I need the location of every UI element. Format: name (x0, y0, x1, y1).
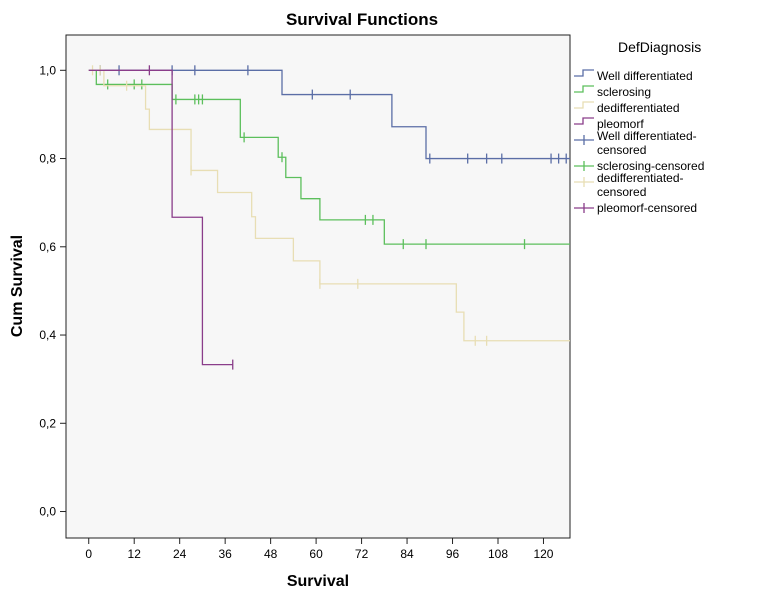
legend-label: Well differentiated (597, 69, 693, 83)
survival-curve (88, 69, 233, 366)
legend-label: pleomorf-censored (597, 201, 697, 215)
series-3 (88, 65, 234, 370)
x-tick-label: 96 (446, 547, 460, 561)
legend: DefDiagnosis Well differentiated sclerosi… (574, 39, 704, 215)
legend-swatch (574, 117, 594, 125)
x-tick-label: 36 (218, 547, 232, 561)
series-layer (88, 65, 570, 370)
survival-curve (88, 69, 570, 342)
x-tick-label: 0 (85, 547, 92, 561)
x-axis-title: Survival (287, 573, 349, 590)
y-tick-label: 1,0 (39, 63, 56, 77)
series-1 (88, 69, 570, 250)
x-tick-label: 48 (264, 547, 278, 561)
y-tick-label: 0,0 (39, 505, 56, 519)
legend-label: Well differentiated-censored (597, 129, 697, 157)
legend-swatch (574, 85, 594, 93)
legend-label: sclerosing (597, 85, 651, 99)
y-tick-label: 0,4 (39, 328, 56, 342)
y-axis-title: Cum Survival (9, 235, 26, 337)
x-tick-label: 72 (355, 547, 369, 561)
legend-label: dedifferentiated (597, 101, 680, 115)
legend-swatch (574, 101, 594, 109)
legend-label: pleomorf (597, 117, 644, 131)
x-tick-label: 60 (309, 547, 323, 561)
y-tick-label: 0,6 (39, 240, 56, 254)
x-tick-label: 12 (128, 547, 142, 561)
x-tick-label: 120 (533, 547, 553, 561)
legend-label: sclerosing-censored (597, 159, 704, 173)
x-tick-label: 108 (488, 547, 508, 561)
series-0 (88, 65, 570, 164)
legend-label: dedifferentiated-censored (597, 171, 684, 199)
x-tick-label: 24 (173, 547, 187, 561)
x-axis: 0 12 24 36 48 60 72 84 96 108 120 (85, 538, 554, 561)
y-tick-label: 0,2 (39, 416, 56, 430)
survival-curve (88, 69, 570, 160)
y-axis: 0,0 0,2 0,4 0,6 0,8 1,0 (39, 63, 66, 519)
legend-swatch (574, 69, 594, 77)
x-tick-label: 84 (400, 547, 414, 561)
legend-title: DefDiagnosis (618, 39, 701, 55)
chart-title: Survival Functions (286, 10, 438, 29)
y-tick-label: 0,8 (39, 152, 56, 166)
plot-area (65, 34, 571, 539)
